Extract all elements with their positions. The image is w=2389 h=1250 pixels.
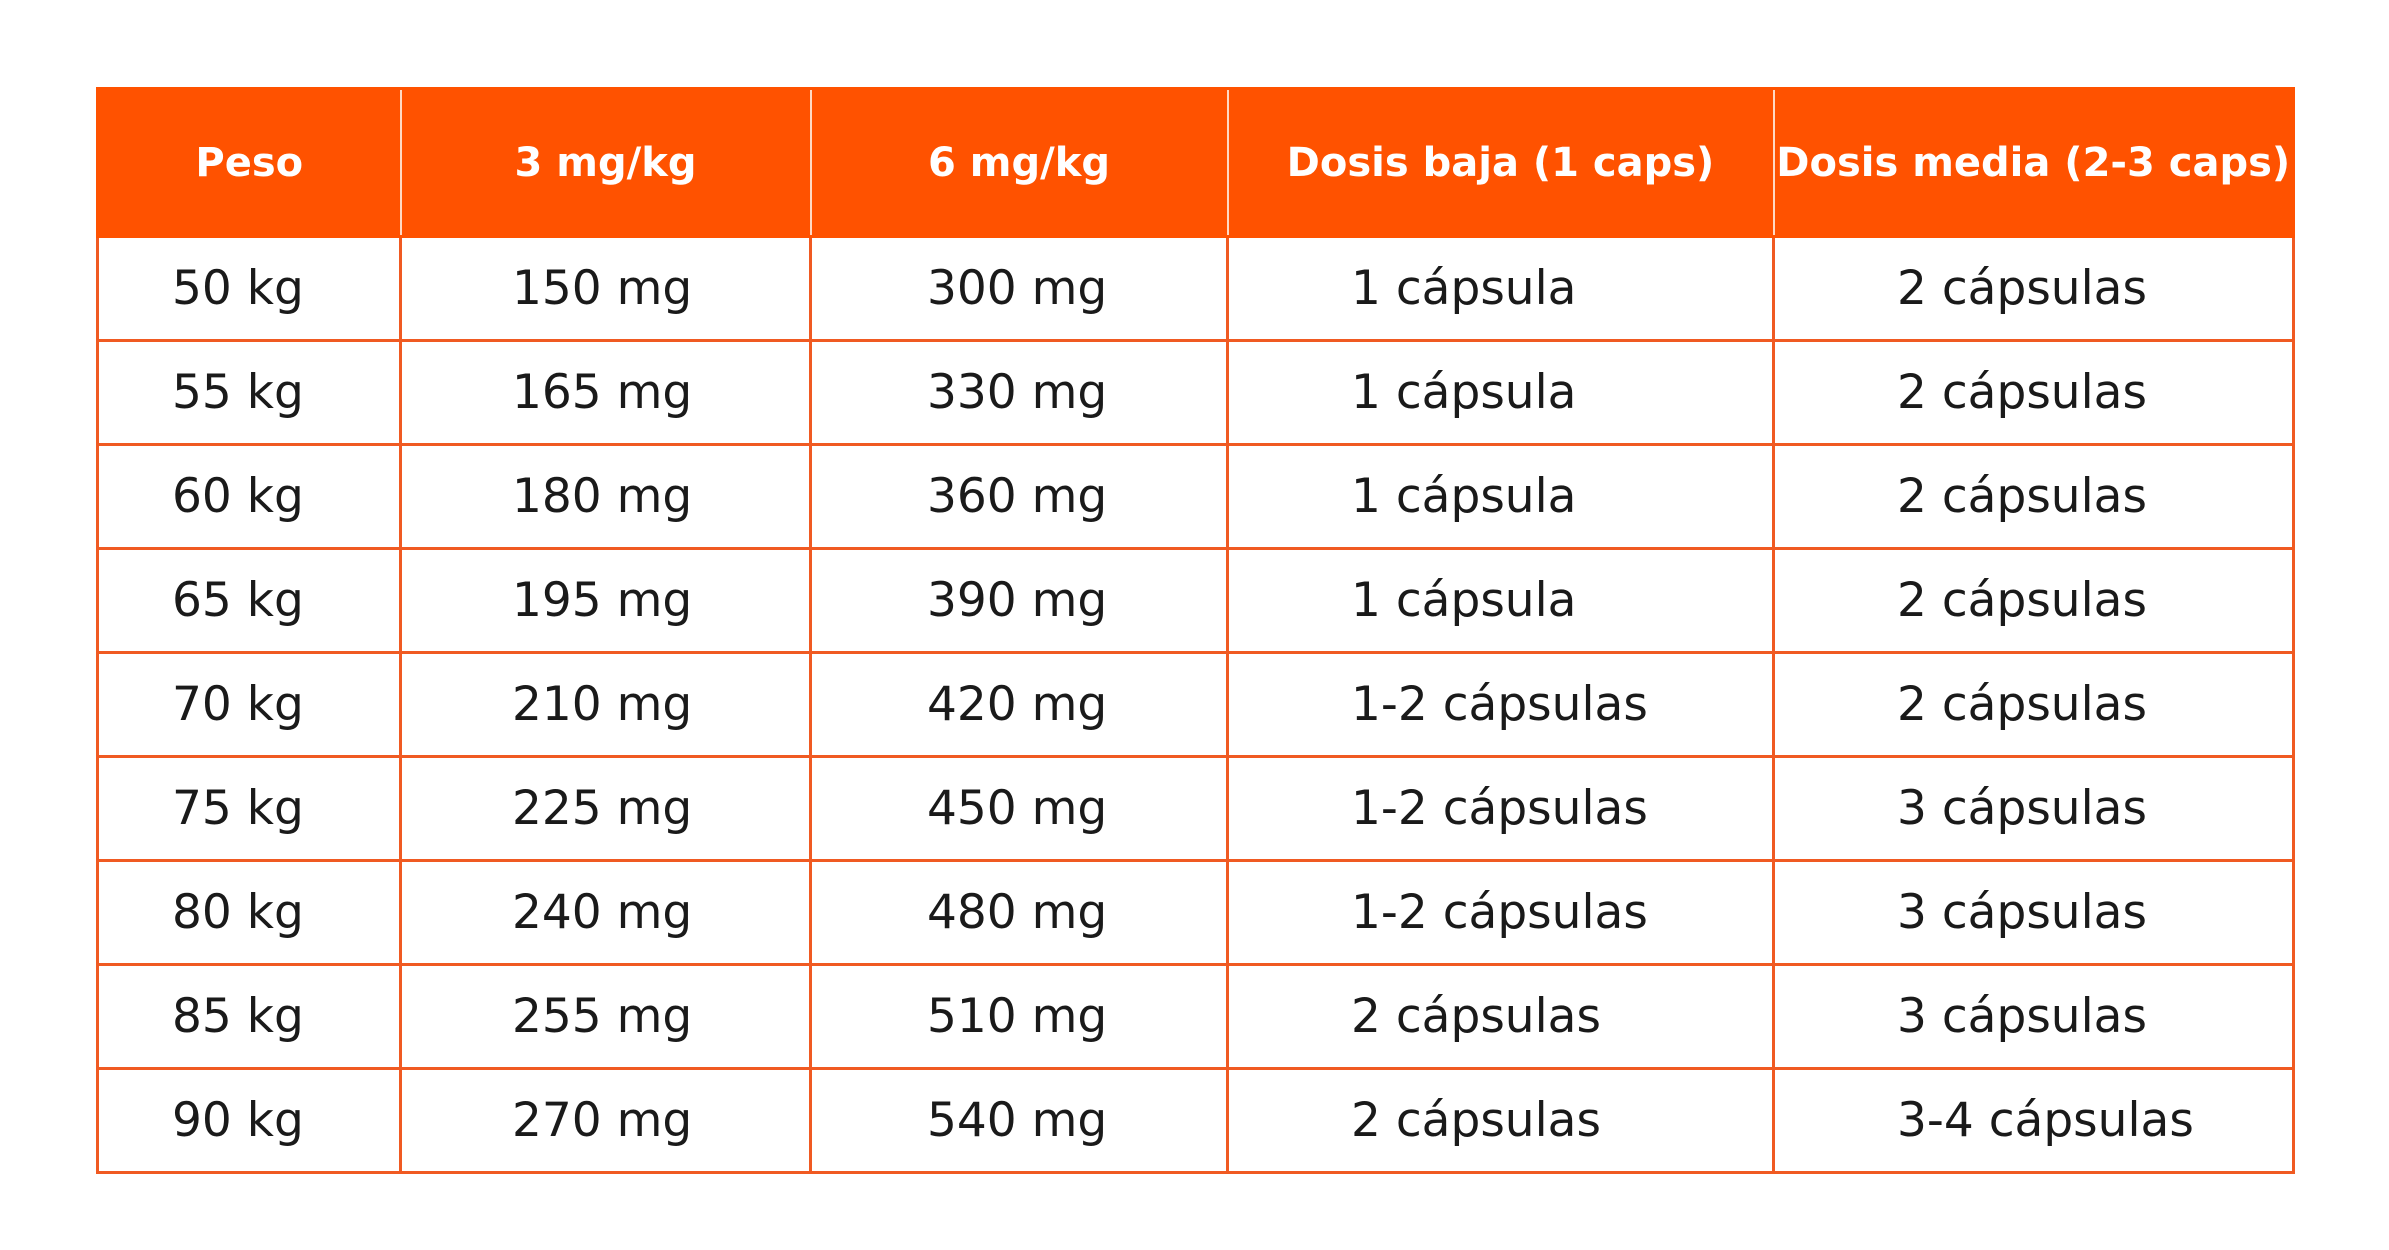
table-cell: 450 mg [809, 755, 1229, 862]
table-cell: 330 mg [809, 339, 1229, 446]
table-cell: 180 mg [399, 443, 812, 550]
header-cell: Dosis baja (1 caps) [1226, 87, 1775, 238]
table-row: 50 kg 150 mg 300 mg 1 cápsula 2 cápsulas [96, 235, 2295, 342]
table-cell: 85 kg [96, 963, 402, 1070]
table-cell: 2 cápsulas [1772, 547, 2295, 654]
table-cell: 1 cápsula [1226, 547, 1775, 654]
table-row: 90 kg 270 mg 540 mg 2 cápsulas 3-4 cápsulas [96, 1067, 2295, 1174]
table-cell: 2 cápsulas [1772, 235, 2295, 342]
table-cell: 165 mg [399, 339, 812, 446]
table-cell: 195 mg [399, 547, 812, 654]
table-cell: 270 mg [399, 1067, 812, 1174]
table-cell: 540 mg [809, 1067, 1229, 1174]
table-cell: 50 kg [96, 235, 402, 342]
table-body: 50 kg 150 mg 300 mg 1 cápsula 2 cápsulas 55 k… [96, 235, 2295, 1174]
header-cell: 6 mg/kg [809, 87, 1229, 238]
table-cell: 255 mg [399, 963, 812, 1070]
table-cell: 2 cápsulas [1772, 443, 2295, 550]
table-cell: 65 kg [96, 547, 402, 654]
table-row: 80 kg 240 mg 480 mg 1-2 cápsulas 3 cápsulas [96, 859, 2295, 966]
table-cell: 55 kg [96, 339, 402, 446]
table-cell: 60 kg [96, 443, 402, 550]
table-cell: 70 kg [96, 651, 402, 758]
table-cell: 2 cápsulas [1226, 963, 1775, 1070]
table-cell: 2 cápsulas [1772, 651, 2295, 758]
table-cell: 420 mg [809, 651, 1229, 758]
header-row: Peso 3 mg/kg 6 mg/kg Dosis baja (1 caps) Dos… [96, 87, 2295, 238]
table-cell: 1-2 cápsulas [1226, 859, 1775, 966]
table-cell: 3 cápsulas [1772, 963, 2295, 1070]
table-cell: 240 mg [399, 859, 812, 966]
table-cell: 75 kg [96, 755, 402, 862]
table-cell: 360 mg [809, 443, 1229, 550]
table-cell: 1 cápsula [1226, 235, 1775, 342]
header-cell: Peso [96, 87, 402, 238]
table-row: 65 kg 195 mg 390 mg 1 cápsula 2 cápsulas [96, 547, 2295, 654]
table-cell: 210 mg [399, 651, 812, 758]
table-cell: 225 mg [399, 755, 812, 862]
header-cell: Dosis media (2-3 caps) [1772, 87, 2295, 238]
table-cell: 300 mg [809, 235, 1229, 342]
table-cell: 150 mg [399, 235, 812, 342]
table-row: 55 kg 165 mg 330 mg 1 cápsula 2 cápsulas [96, 339, 2295, 446]
table-cell: 480 mg [809, 859, 1229, 966]
table-cell: 3 cápsulas [1772, 755, 2295, 862]
table-cell: 3 cápsulas [1772, 859, 2295, 966]
table-cell: 1 cápsula [1226, 443, 1775, 550]
table-cell: 510 mg [809, 963, 1229, 1070]
table-cell: 1 cápsula [1226, 339, 1775, 446]
table-row: 75 kg 225 mg 450 mg 1-2 cápsulas 3 cápsulas [96, 755, 2295, 862]
table-row: 85 kg 255 mg 510 mg 2 cápsulas 3 cápsulas [96, 963, 2295, 1070]
table-cell: 2 cápsulas [1772, 339, 2295, 446]
header-cell: 3 mg/kg [399, 87, 812, 238]
table-row: 60 kg 180 mg 360 mg 1 cápsula 2 cápsulas [96, 443, 2295, 550]
table-cell: 90 kg [96, 1067, 402, 1174]
table-cell: 390 mg [809, 547, 1229, 654]
table-cell: 80 kg [96, 859, 402, 966]
dose-table: Peso 3 mg/kg 6 mg/kg Dosis baja (1 caps) Dos… [96, 87, 2295, 1174]
table-cell: 1-2 cápsulas [1226, 755, 1775, 862]
table-row: 70 kg 210 mg 420 mg 1-2 cápsulas 2 cápsulas [96, 651, 2295, 758]
table-cell: 1-2 cápsulas [1226, 651, 1775, 758]
table-cell: 2 cápsulas [1226, 1067, 1775, 1174]
table-cell: 3-4 cápsulas [1772, 1067, 2295, 1174]
